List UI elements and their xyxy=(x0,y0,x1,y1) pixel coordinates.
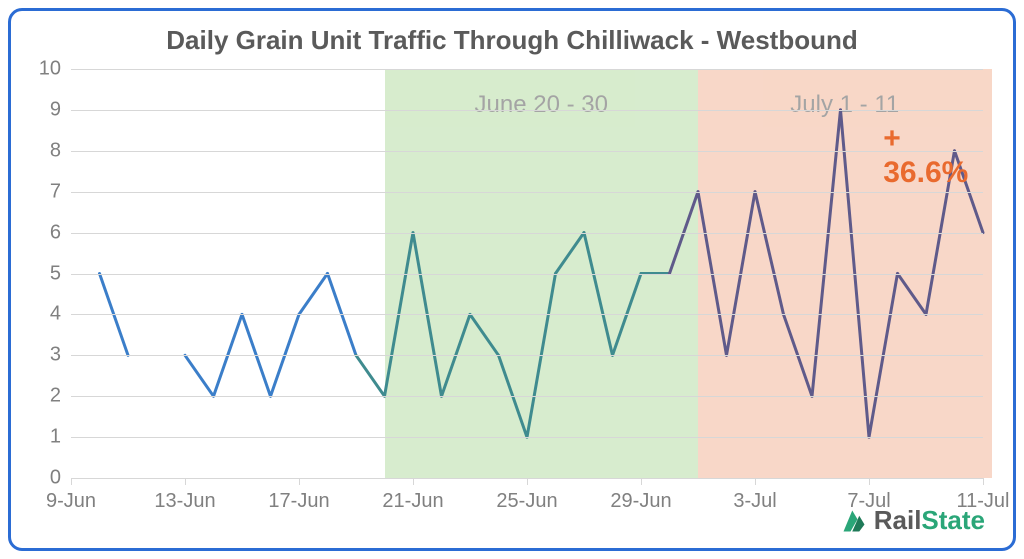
y-axis-tick-label: 6 xyxy=(50,221,71,244)
line-segment xyxy=(812,110,841,396)
gridline xyxy=(71,274,983,275)
x-axis-tick-label: 3-Jul xyxy=(733,478,776,513)
y-axis-tick-label: 7 xyxy=(50,180,71,203)
x-axis-tick-label: 17-Jun xyxy=(268,478,329,513)
line-segment xyxy=(898,274,927,315)
gridline xyxy=(71,69,983,70)
gridline xyxy=(71,233,983,234)
x-axis-tick-label: 29-Jun xyxy=(610,478,671,513)
x-axis-tick-label: 25-Jun xyxy=(496,478,557,513)
y-axis-tick-label: 9 xyxy=(50,98,71,121)
line-segment xyxy=(470,314,499,355)
x-axis-tick-label: 21-Jun xyxy=(382,478,443,513)
line-segment xyxy=(185,355,214,396)
chart-title: Daily Grain Unit Traffic Through Chilliw… xyxy=(11,25,1013,56)
gridline xyxy=(71,192,983,193)
brand-logo: RailState xyxy=(840,505,985,536)
y-axis-tick-label: 8 xyxy=(50,139,71,162)
gridline xyxy=(71,151,983,152)
percent-change-callout: + 36.6% xyxy=(883,122,983,190)
line-segment xyxy=(356,355,385,396)
gridline xyxy=(71,110,983,111)
logo-text-rail: Rail xyxy=(874,505,922,535)
line-segment xyxy=(299,274,328,315)
logo-text-state: State xyxy=(921,505,985,535)
gridline xyxy=(71,437,983,438)
railstate-icon xyxy=(840,507,868,535)
plot-area: July 1 - 11June 20 - 30 0123456789109-Ju… xyxy=(71,69,983,478)
gridline xyxy=(71,355,983,356)
x-axis-tick-label: 9-Jun xyxy=(46,478,96,513)
y-axis-tick-label: 10 xyxy=(39,58,71,81)
y-axis-tick-label: 3 xyxy=(50,344,71,367)
line-segment xyxy=(584,233,613,356)
y-axis-tick-label: 4 xyxy=(50,303,71,326)
y-axis-tick-label: 1 xyxy=(50,426,71,449)
gridline xyxy=(71,396,983,397)
x-axis-tick-label: 13-Jun xyxy=(154,478,215,513)
y-axis-tick-label: 2 xyxy=(50,385,71,408)
chart-frame: Daily Grain Unit Traffic Through Chilliw… xyxy=(8,8,1016,551)
line-segment xyxy=(556,233,585,274)
line-segment xyxy=(755,192,784,315)
gridline xyxy=(71,314,983,315)
y-axis-tick-label: 5 xyxy=(50,262,71,285)
logo-text: RailState xyxy=(874,505,985,536)
